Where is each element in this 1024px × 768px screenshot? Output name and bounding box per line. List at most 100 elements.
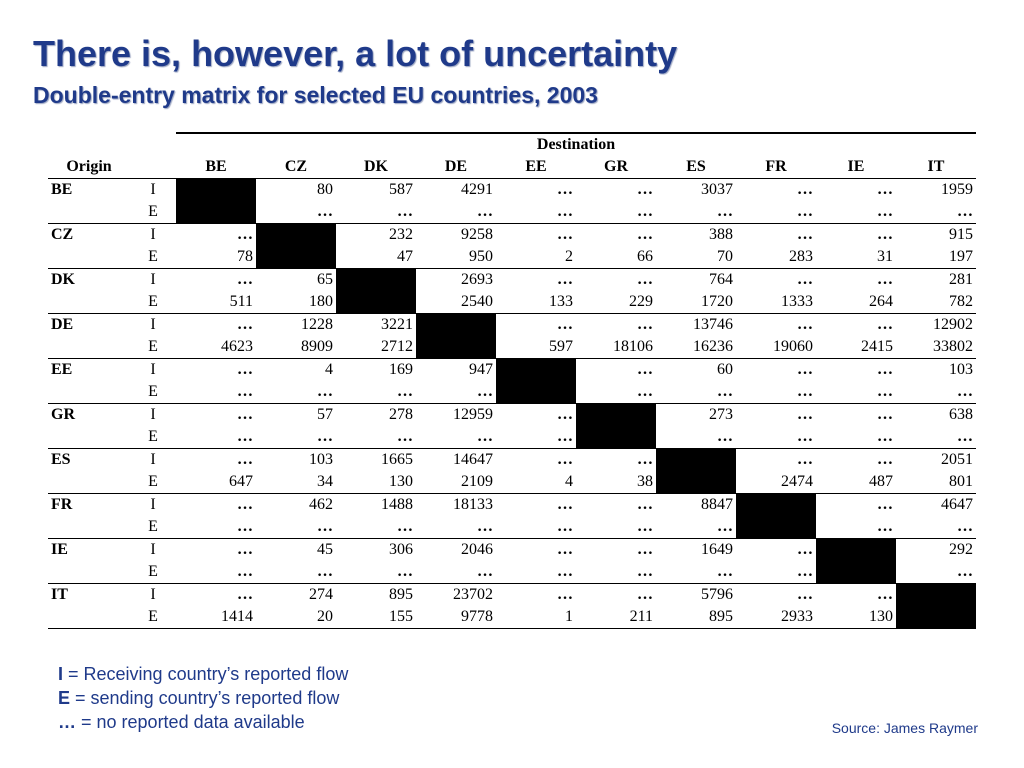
value-cell: 283 (736, 246, 816, 269)
value-cell: 78 (176, 246, 256, 269)
column-header: BE (176, 156, 256, 179)
value-cell: … (576, 516, 656, 539)
value-cell: … (877, 316, 893, 333)
value-cell: … (176, 516, 256, 539)
column-header: GR (576, 156, 656, 179)
value-cell: … (237, 361, 253, 378)
value-cell: 1 (496, 606, 576, 629)
diagonal-cell (656, 448, 736, 471)
column-header: ES (656, 156, 736, 179)
value-cell: 12959 (453, 406, 493, 423)
column-header: EE (496, 156, 576, 179)
flow-type-cell: E (130, 561, 176, 584)
value-cell: 511 (176, 291, 256, 314)
diagonal-cell (496, 358, 576, 381)
value-cell: 764 (709, 271, 733, 288)
value-cell: … (176, 561, 256, 584)
value-cell: 487 (816, 471, 896, 494)
value-cell: … (736, 201, 816, 224)
origin-cell (48, 516, 130, 539)
flow-type-cell: I (150, 226, 156, 243)
value-cell: … (557, 271, 573, 288)
value-cell: 2933 (736, 606, 816, 629)
flow-type-cell: I (150, 496, 156, 513)
value-cell: … (576, 201, 656, 224)
migration-matrix: Destination Origin BE CZ DK DE EE GR ES FR IE IT … (48, 132, 977, 629)
value-cell: 1959 (941, 181, 974, 198)
value-cell: 8909 (256, 336, 336, 359)
legend-item: I = Receiving country’s reported flow (58, 664, 349, 684)
flow-type-cell: I (150, 316, 156, 333)
value-cell: … (336, 381, 416, 404)
source-note: Source: James Raymer (831, 720, 978, 736)
value-cell: 3221 (381, 316, 413, 333)
value-cell: … (336, 561, 416, 584)
origin-cell (48, 471, 130, 494)
value-cell: 23702 (453, 586, 493, 603)
value-cell: … (797, 181, 813, 198)
value-cell: 274 (309, 586, 333, 603)
value-cell: … (797, 316, 813, 333)
value-cell: 9258 (461, 226, 493, 243)
value-cell: 801 (896, 471, 977, 494)
origin-cell: DK (51, 271, 75, 288)
value-cell: … (237, 271, 253, 288)
value-cell: 155 (336, 606, 416, 629)
table-row: E……………………… (48, 426, 977, 449)
value-cell: 18106 (576, 336, 656, 359)
value-cell: … (496, 516, 576, 539)
value-cell: … (877, 271, 893, 288)
value-cell: … (896, 426, 977, 449)
value-cell: … (877, 226, 893, 243)
value-cell: 66 (576, 246, 656, 269)
value-cell: 587 (389, 181, 413, 198)
value-cell: 1649 (701, 541, 733, 558)
value-cell: 4647 (941, 496, 974, 513)
table-row: E……………………… (48, 561, 977, 584)
origin-cell: IE (51, 541, 68, 558)
diagonal-cell (896, 583, 977, 606)
value-cell: 60 (717, 361, 733, 378)
value-cell: … (637, 271, 653, 288)
value-cell: … (576, 381, 656, 404)
value-cell: … (797, 451, 813, 468)
legend: I = Receiving country’s reported flow E … (58, 662, 348, 734)
value-cell: 4291 (461, 181, 493, 198)
column-header: DE (416, 156, 496, 179)
flow-type-cell: E (130, 201, 176, 224)
origin-label: Origin (48, 156, 130, 179)
table-row: DE I … 1228 3221 … … 13746 … … 12902 (48, 313, 976, 336)
flow-type-cell: I (150, 181, 156, 198)
value-cell: 16236 (656, 336, 736, 359)
value-cell: 292 (949, 541, 974, 558)
table-row: DK I … 65 2693 … … 764 … … 281 (48, 268, 976, 291)
value-cell: 782 (896, 291, 977, 314)
origin-cell: GR (51, 406, 75, 423)
flow-type-cell: E (130, 291, 176, 314)
value-cell: … (557, 451, 573, 468)
column-header: CZ (256, 156, 336, 179)
origin-cell (48, 426, 130, 449)
value-cell: … (576, 561, 656, 584)
value-cell: 388 (709, 226, 733, 243)
value-cell: … (896, 516, 977, 539)
value-cell: … (557, 316, 573, 333)
diagonal-cell (416, 336, 496, 359)
diagonal-cell (336, 291, 416, 314)
table-row: E……………………… (48, 516, 977, 539)
value-cell: 2 (496, 246, 576, 269)
diagonal-cell (736, 516, 816, 539)
value-cell: … (237, 451, 253, 468)
diagonal-cell (176, 178, 256, 201)
flow-type-cell: E (130, 426, 176, 449)
value-cell: … (816, 516, 896, 539)
table-row: E 78 47 950 2 66 70 283 31 197 (48, 246, 977, 269)
value-cell: … (797, 271, 813, 288)
value-cell: 915 (949, 226, 974, 243)
value-cell: 306 (389, 541, 413, 558)
legend-item: … = no reported data available (58, 712, 305, 732)
value-cell: 130 (336, 471, 416, 494)
value-cell: 4 (325, 361, 333, 378)
value-cell: … (736, 426, 816, 449)
diagonal-cell (816, 561, 896, 584)
